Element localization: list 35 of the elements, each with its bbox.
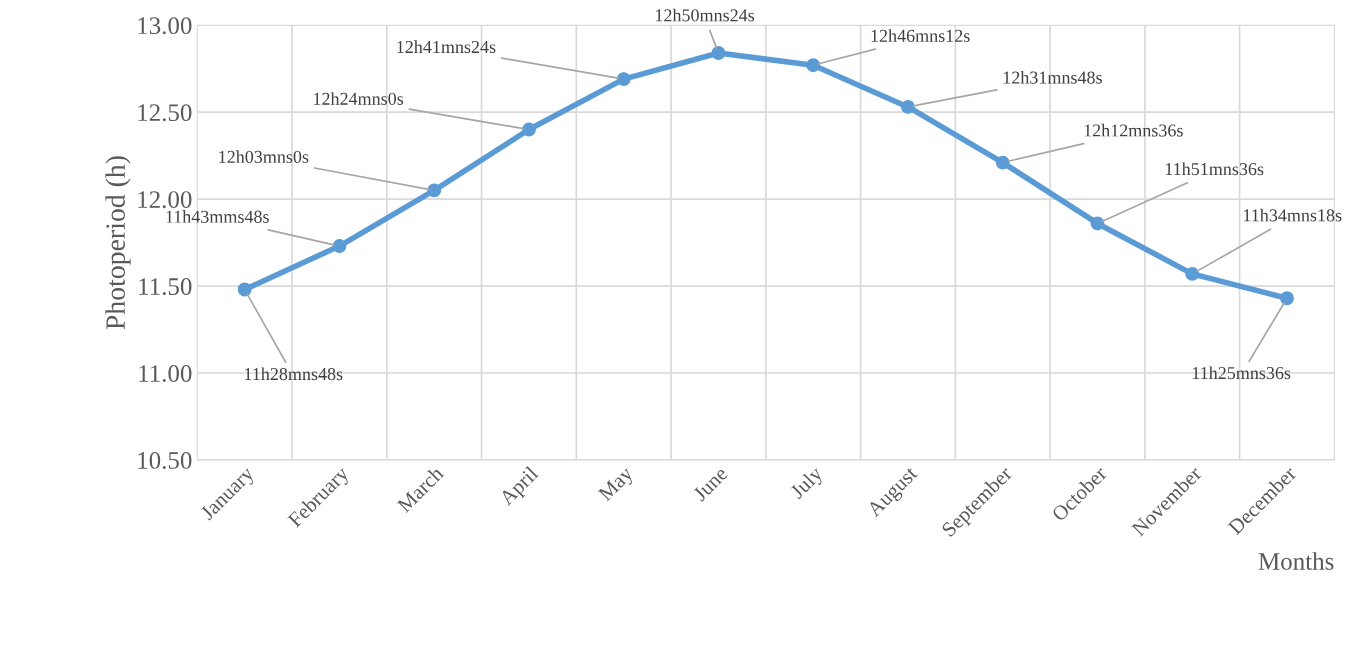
y-tick-label: 11.00 — [139, 365, 192, 383]
y-tick-label: 12.50 — [138, 104, 192, 122]
text: 12h03mns0s — [219, 150, 309, 163]
text: 11h51mns36s — [1165, 162, 1264, 176]
text: 12h24mns0s — [314, 92, 404, 105]
x-tick-label: May — [597, 465, 637, 505]
text: 12h41mns24s — [397, 40, 496, 54]
point — [1280, 291, 1294, 306]
text: 11h34mns18s — [1244, 208, 1342, 222]
point — [711, 46, 726, 60]
x-axis-title: Months — [1258, 552, 1334, 570]
point — [901, 99, 915, 114]
x-tick-label: June — [692, 465, 729, 502]
point — [616, 72, 631, 87]
point — [237, 282, 252, 297]
text: 11h25mns36s — [1192, 366, 1291, 380]
text: 11h43mms48s — [166, 210, 269, 223]
y-tick-label: 13.00 — [138, 17, 192, 35]
y-tick-label: 11.50 — [139, 278, 192, 296]
text: 11h28mns48s — [245, 367, 343, 381]
point — [427, 183, 442, 198]
point — [332, 239, 347, 253]
point — [806, 58, 821, 73]
point — [1185, 266, 1200, 281]
y-tick-label: 10.50 — [138, 452, 192, 469]
point — [521, 122, 536, 137]
point — [1090, 216, 1105, 231]
point — [995, 155, 1010, 170]
text: 12h31mns48s — [1003, 70, 1102, 84]
text: 12h12mns36s — [1084, 123, 1183, 137]
y-axis-title: Photoperiod (h) — [105, 156, 131, 330]
text: 12h46mns12s — [871, 29, 970, 42]
text: 12h50mns24s — [655, 8, 755, 22]
x-tick-label: July — [788, 464, 827, 503]
y-tick-label: 12.00 — [138, 191, 192, 209]
